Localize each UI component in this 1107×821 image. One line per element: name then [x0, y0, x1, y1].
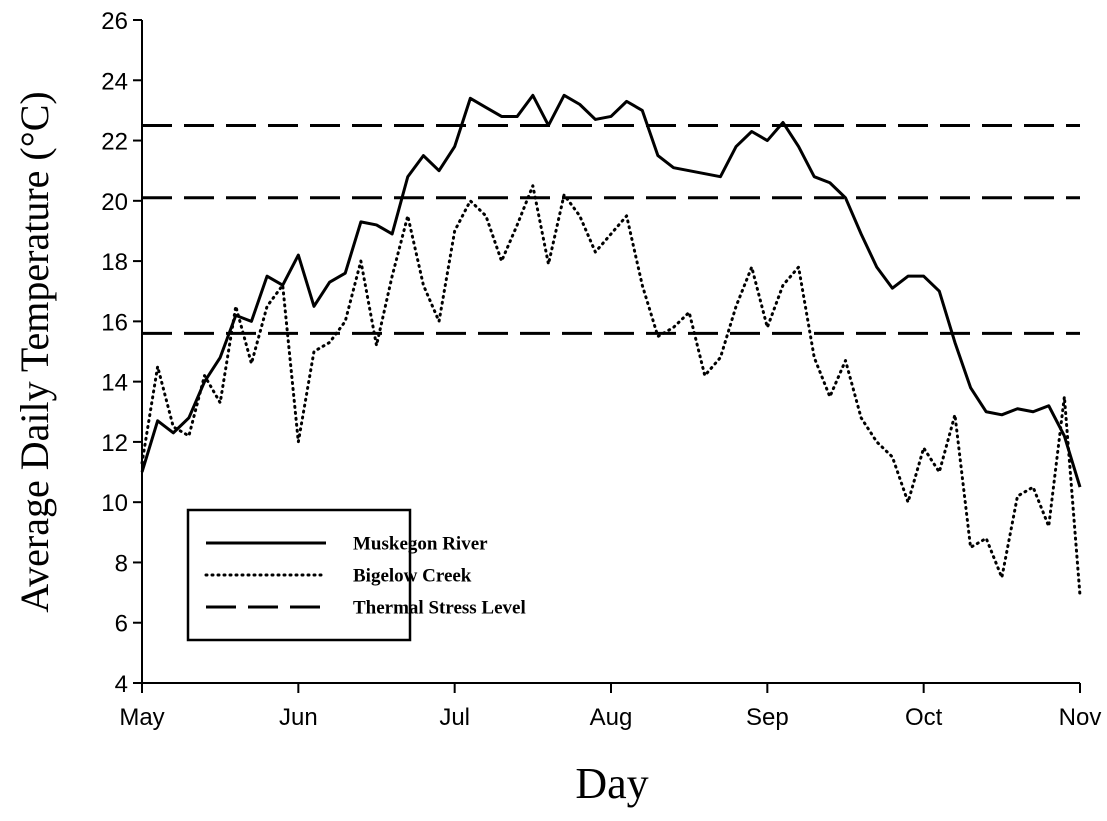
y-tick-label: 14: [101, 370, 128, 397]
x-tick-label: May: [119, 704, 164, 731]
x-tick-label: Sep: [746, 704, 789, 731]
y-tick-label: 20: [101, 189, 128, 216]
y-tick-label: 16: [101, 309, 128, 336]
x-tick-label: Aug: [590, 704, 633, 731]
x-axis-title: Day: [575, 759, 648, 808]
y-tick-label: 18: [101, 249, 128, 276]
legend-label: Thermal Stress Level: [353, 597, 526, 618]
series-line: [140, 93, 1082, 488]
y-tick-label: 12: [101, 430, 128, 457]
legend-label: Bigelow Creek: [353, 565, 472, 586]
series-line: [140, 184, 1082, 598]
y-tick-label: 8: [115, 550, 128, 577]
legend-label: Muskegon River: [353, 533, 488, 554]
y-tick-label: 24: [101, 68, 128, 95]
y-axis-title: Average Daily Temperature (°C): [12, 91, 57, 612]
y-tick-label: 6: [115, 611, 128, 638]
y-tick-label: 26: [101, 8, 128, 35]
x-tick-label: Jun: [279, 704, 318, 731]
y-tick-label: 4: [115, 671, 128, 698]
y-tick-label: 22: [101, 129, 128, 156]
x-tick-label: Jul: [439, 704, 470, 731]
x-tick-label: Nov: [1059, 704, 1102, 731]
y-tick-label: 10: [101, 490, 128, 517]
x-tick-label: Oct: [905, 704, 943, 731]
